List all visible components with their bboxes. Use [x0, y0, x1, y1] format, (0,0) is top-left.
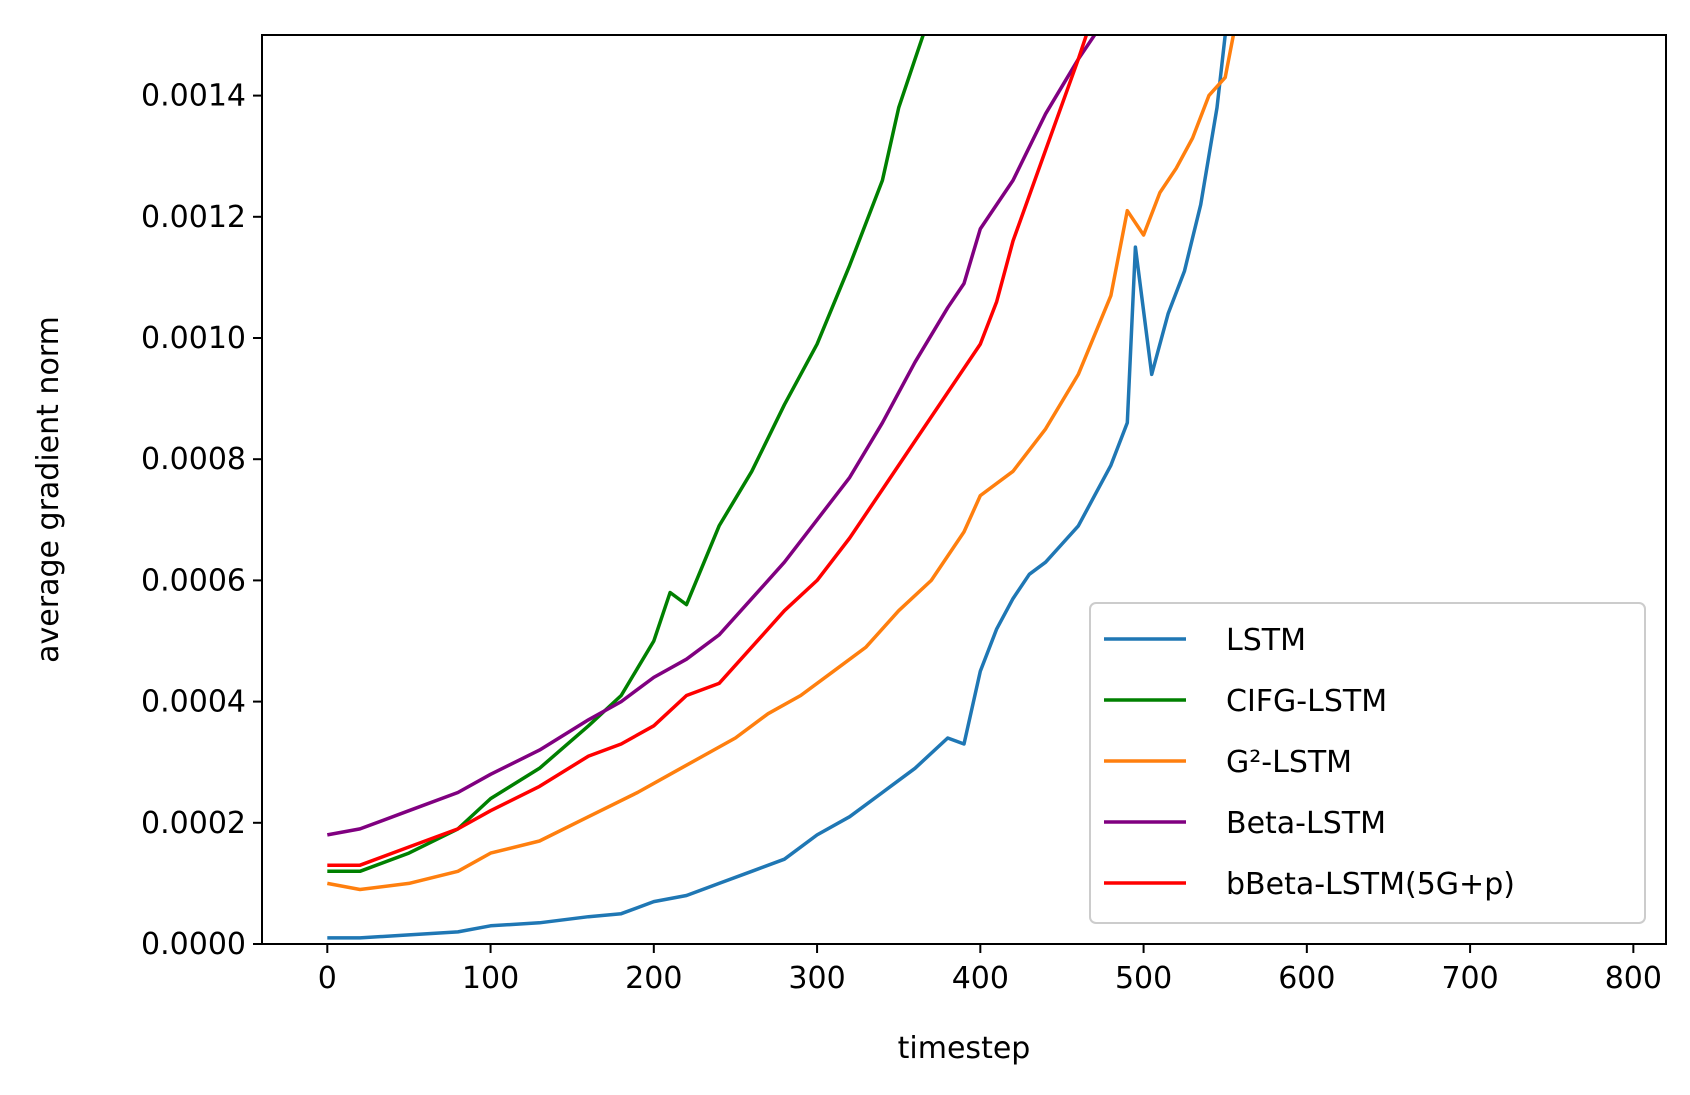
x-tick-label: 500: [1115, 961, 1172, 996]
x-tick-label: 200: [625, 961, 682, 996]
x-axis-label: timestep: [898, 1031, 1031, 1066]
series-line-lstm: [327, 35, 1227, 940]
y-axis-label: average gradient norm: [31, 316, 66, 663]
x-tick-label: 100: [462, 961, 519, 996]
plot-frame: [261, 34, 1667, 945]
legend-entry-label: G²-LSTM: [1226, 745, 1352, 780]
legend-entry-label: Beta-LSTM: [1226, 806, 1386, 841]
series-line-g-lstm: [326, 35, 1236, 892]
legend-entry-label: bBeta-LSTM(5G+p): [1226, 867, 1515, 902]
legend-box: [1089, 602, 1646, 924]
x-tick-label: 700: [1441, 961, 1498, 996]
legend-entry-label: LSTM: [1226, 623, 1306, 658]
x-tick-label: 400: [952, 961, 1009, 996]
y-tick-label: 0.0002: [141, 806, 246, 841]
y-tick-label: 0.0014: [141, 79, 246, 114]
x-tick-label: 0: [318, 961, 337, 996]
x-tick-label: 300: [788, 961, 845, 996]
y-tick-label: 0.0012: [141, 200, 246, 235]
y-tick-label: 0.0000: [141, 927, 246, 962]
series-line-cifg-lstm: [327, 35, 925, 874]
series-line-beta-lstm: [326, 35, 1097, 837]
legend-entry-label: CIFG-LSTM: [1226, 684, 1387, 719]
series-line-bbeta-lstm-5g-p-: [327, 35, 1089, 867]
plot-lines: [326, 35, 1236, 940]
y-tick-label: 0.0010: [141, 321, 246, 356]
y-tick-label: 0.0004: [141, 685, 246, 720]
y-axis-ticks: 0.0000 0.0002 0.0004 0.0006 0.0008 0.0010 0.00…: [141, 79, 262, 962]
x-tick-label: 800: [1605, 961, 1662, 996]
y-tick-label: 0.0008: [141, 442, 246, 477]
x-axis-ticks: 0 100 200 300 400 500 600 700 800: [318, 944, 1662, 996]
x-tick-label: 600: [1278, 961, 1335, 996]
legend: LSTM CIFG-LSTM G²-LSTM Beta-LSTM bBeta-LSTM(…: [1089, 602, 1646, 924]
y-tick-label: 0.0006: [141, 563, 246, 598]
